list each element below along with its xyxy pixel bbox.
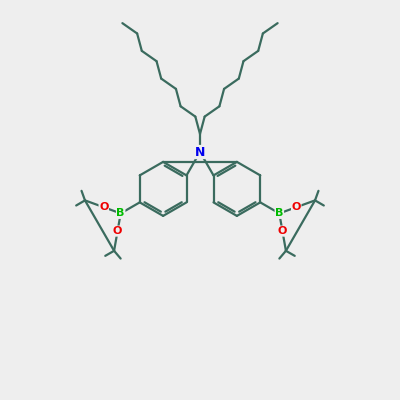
Text: B: B xyxy=(116,208,125,218)
Text: N: N xyxy=(195,146,205,158)
Text: B: B xyxy=(275,208,284,218)
Text: O: O xyxy=(278,226,287,236)
Text: O: O xyxy=(292,202,301,212)
Text: O: O xyxy=(99,202,108,212)
Text: O: O xyxy=(113,226,122,236)
